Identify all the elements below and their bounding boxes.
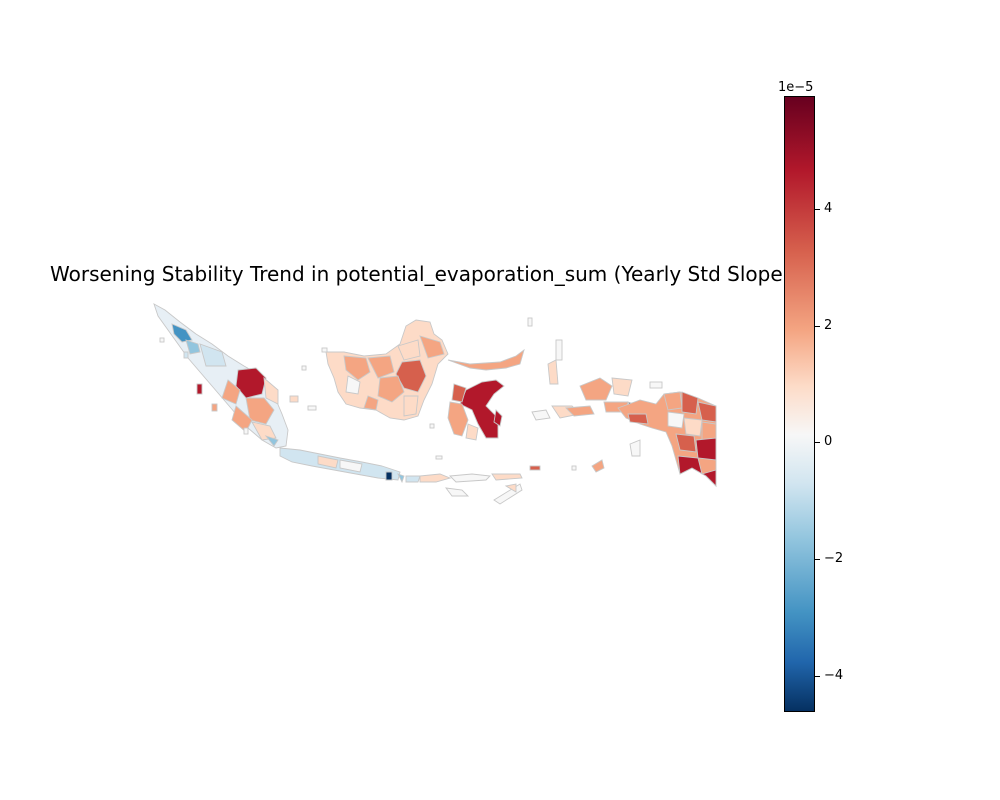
colorbar-tick-label: 0: [824, 434, 833, 449]
colorbar-tick-label: −2: [824, 551, 844, 566]
colorbar-tick-label: 2: [824, 318, 833, 333]
maluku-region: [547, 359, 663, 457]
sulawesi-region: [447, 339, 563, 441]
colorbar-tick-label: 4: [824, 201, 833, 216]
colorbar-tick: [815, 559, 820, 560]
colorbar-tick: [815, 209, 820, 210]
colorbar-tick-label: −4: [824, 668, 844, 683]
colorbar-tick: [815, 326, 820, 327]
papua-region: [617, 391, 717, 488]
colorbar-multiplier: 1e−5: [778, 80, 814, 95]
map-title: Worsening Stability Trend in potential_e…: [50, 262, 791, 286]
colorbar-gradient: [784, 96, 815, 712]
colorbar-tick: [815, 442, 820, 443]
java-region: [279, 447, 605, 505]
colorbar: 4 2 0 −2 −4: [784, 96, 843, 712]
borneo-region: [307, 317, 533, 421]
colorbar-tick: [815, 676, 820, 677]
sumatra-region: [153, 303, 299, 449]
small-islands: [159, 337, 577, 471]
